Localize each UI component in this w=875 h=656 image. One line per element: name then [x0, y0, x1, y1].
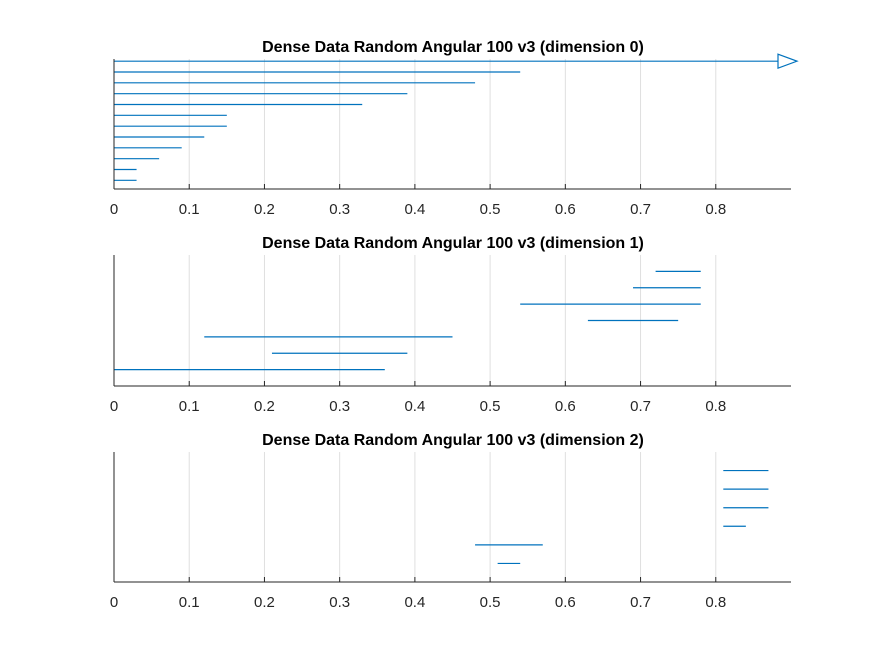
x-tick-labels: 0 0.1 0.2 0.3 0.4 0.5 0.6 0.7 0.8: [110, 594, 726, 611]
x-tick-label: 0.4: [404, 201, 425, 218]
x-tick-label: 0.1: [179, 594, 200, 611]
x-tick-label: 0.7: [630, 201, 651, 218]
x-tick-label: 0: [110, 201, 118, 218]
x-tick-label: 0.5: [480, 398, 501, 415]
x-tick-label: 0.7: [630, 398, 651, 415]
x-tick-labels: 0 0.1 0.2 0.3 0.4 0.5 0.6 0.7 0.8: [110, 398, 726, 415]
x-tick-label: 0.7: [630, 594, 651, 611]
grid-lines: [188, 452, 717, 582]
subplot-dimension-0: Dense Data Random Angular 100 v3 (dimens…: [110, 39, 799, 218]
x-tick-label: 0: [110, 398, 118, 415]
x-tick-label: 0.2: [254, 398, 275, 415]
grid-lines: [188, 59, 717, 189]
interval-segments: [114, 53, 799, 181]
x-tick-label: 0.4: [404, 398, 425, 415]
x-tick-label: 0.6: [555, 398, 576, 415]
x-tick-label: 0.3: [329, 594, 350, 611]
axes: [113, 59, 791, 190]
x-tick-label: 0.8: [705, 201, 726, 218]
x-tick-label: 0.2: [254, 201, 275, 218]
x-tick-labels: 0 0.1 0.2 0.3 0.4 0.5 0.6 0.7 0.8: [110, 201, 726, 218]
interval-segments: [475, 469, 769, 565]
overflow-arrow-marker: [777, 53, 799, 70]
x-tick-label: 0.5: [480, 201, 501, 218]
x-tick-label: 0.1: [179, 398, 200, 415]
axes: [113, 255, 791, 387]
x-tick-label: 0.6: [555, 594, 576, 611]
chart-title: Dense Data Random Angular 100 v3 (dimens…: [262, 235, 644, 252]
chart-title: Dense Data Random Angular 100 v3 (dimens…: [262, 432, 644, 449]
interval-segments: [114, 270, 701, 371]
chart-title: Dense Data Random Angular 100 v3 (dimens…: [262, 39, 644, 56]
subplot-dimension-2: Dense Data Random Angular 100 v3 (dimens…: [110, 432, 791, 611]
axes: [113, 452, 791, 583]
x-tick-label: 0.3: [329, 398, 350, 415]
x-tick-label: 0.1: [179, 201, 200, 218]
x-tick-label: 0.6: [555, 201, 576, 218]
x-tick-label: 0.3: [329, 201, 350, 218]
subplot-dimension-1: Dense Data Random Angular 100 v3 (dimens…: [110, 235, 791, 415]
x-tick-label: 0.2: [254, 594, 275, 611]
x-tick-label: 0: [110, 594, 118, 611]
x-tick-label: 0.4: [404, 594, 425, 611]
x-tick-label: 0.5: [480, 594, 501, 611]
x-tick-label: 0.8: [705, 398, 726, 415]
x-tick-label: 0.8: [705, 594, 726, 611]
